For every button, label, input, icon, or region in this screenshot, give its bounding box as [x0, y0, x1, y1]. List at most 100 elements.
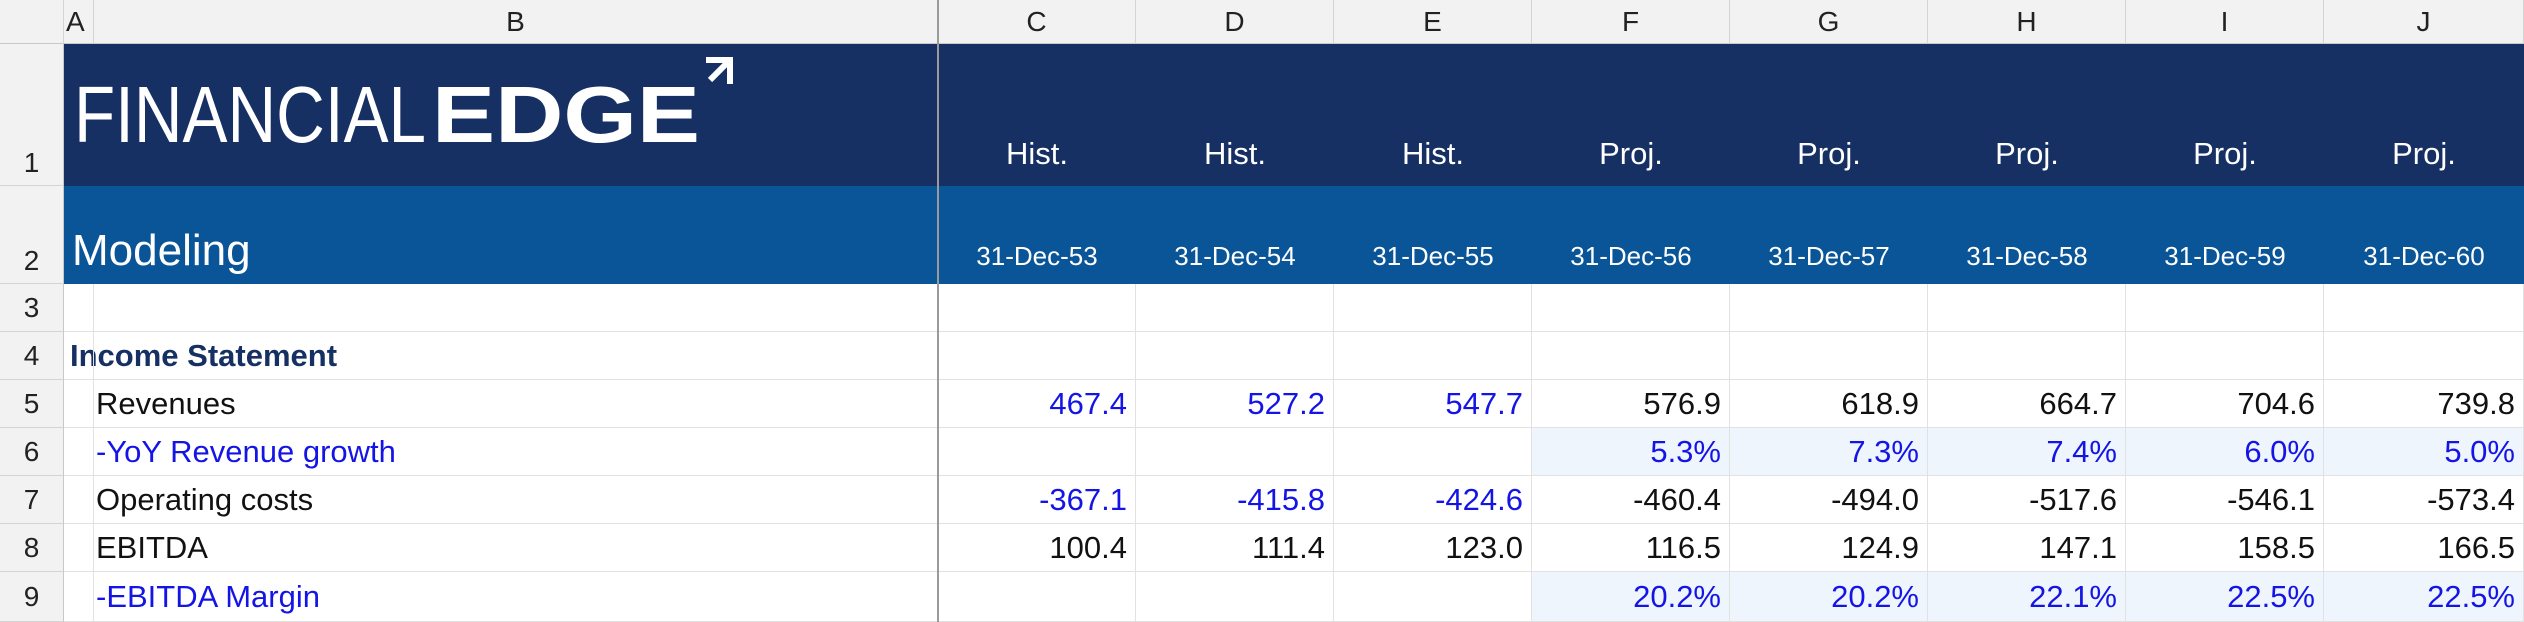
column-header-f[interactable]: F	[1532, 0, 1730, 44]
cell-i8[interactable]: 158.5	[2126, 524, 2324, 572]
row-header-6[interactable]: 6	[0, 428, 64, 476]
cell-h6[interactable]: 7.4%	[1928, 428, 2126, 476]
cell-h7[interactable]: -517.6	[1928, 476, 2126, 524]
cell-g8[interactable]: 124.9	[1730, 524, 1928, 572]
cell-d7[interactable]: -415.8	[1136, 476, 1334, 524]
column-header-a[interactable]: A	[64, 0, 94, 44]
cell-f5[interactable]: 576.9	[1532, 380, 1730, 428]
cell-d3[interactable]	[1136, 284, 1334, 332]
row-header-4[interactable]: 4	[0, 332, 64, 380]
period-date-h: 31-Dec-58	[1966, 241, 2088, 271]
cell-f3[interactable]	[1532, 284, 1730, 332]
cell-i7[interactable]: -546.1	[2126, 476, 2324, 524]
row-header-8[interactable]: 8	[0, 524, 64, 572]
financial-edge-logo: FINANCIAL EDGE	[74, 56, 734, 159]
section-title-income-statement[interactable]: Income Statement	[64, 332, 938, 380]
line-item-label-yoy-revenue-growth[interactable]: -YoY Revenue growth	[64, 428, 938, 476]
column-header-d[interactable]: D	[1136, 0, 1334, 44]
column-header-e[interactable]: E	[1334, 0, 1532, 44]
cell-i4[interactable]	[2126, 332, 2324, 380]
cell-d8[interactable]: 111.4	[1136, 524, 1334, 572]
row-header-9[interactable]: 9	[0, 572, 64, 622]
cell-e5[interactable]: 547.7	[1334, 380, 1532, 428]
freeze-pane-divider	[937, 0, 939, 622]
cell-c3[interactable]	[938, 284, 1136, 332]
cell-d5[interactable]: 527.2	[1136, 380, 1334, 428]
cell-f9[interactable]: 20.2%	[1532, 572, 1730, 622]
cell-j3[interactable]	[2324, 284, 2524, 332]
column-header-c[interactable]: C	[938, 0, 1136, 44]
cell-i9[interactable]: 22.5%	[2126, 572, 2324, 622]
cell-g6[interactable]: 7.3%	[1730, 428, 1928, 476]
cell-f7[interactable]: -460.4	[1532, 476, 1730, 524]
column-header-i[interactable]: I	[2126, 0, 2324, 44]
cell-h5[interactable]: 664.7	[1928, 380, 2126, 428]
cell-f8[interactable]: 116.5	[1532, 524, 1730, 572]
logo-word-bold: EDGE	[432, 70, 700, 148]
cell-e9[interactable]	[1334, 572, 1532, 622]
cell-c9[interactable]	[938, 572, 1136, 622]
period-date-e: 31-Dec-55	[1372, 241, 1494, 271]
cell-j5[interactable]: 739.8	[2324, 380, 2524, 428]
cell-i5[interactable]: 704.6	[2126, 380, 2324, 428]
line-item-label-operating-costs[interactable]: Operating costs	[64, 476, 938, 524]
cell-f6[interactable]: 5.3%	[1532, 428, 1730, 476]
cell-h8[interactable]: 147.1	[1928, 524, 2126, 572]
cell-i3[interactable]	[2126, 284, 2324, 332]
cell-h3[interactable]	[1928, 284, 2126, 332]
line-item-label-revenues[interactable]: Revenues	[64, 380, 938, 428]
row-3-label-cell[interactable]	[64, 284, 938, 332]
period-type-d: Hist.	[1204, 136, 1266, 171]
header-band-dark	[64, 44, 2524, 186]
period-date-g: 31-Dec-57	[1768, 241, 1890, 271]
cell-g3[interactable]	[1730, 284, 1928, 332]
cell-e8[interactable]: 123.0	[1334, 524, 1532, 572]
line-item-label-ebitda[interactable]: EBITDA	[64, 524, 938, 572]
cell-c7[interactable]: -367.1	[938, 476, 1136, 524]
cell-c5[interactable]: 467.4	[938, 380, 1136, 428]
cell-j7[interactable]: -573.4	[2324, 476, 2524, 524]
cell-c4[interactable]	[938, 332, 1136, 380]
logo-graphic: FINANCIAL EDGE	[74, 57, 733, 159]
cell-g9[interactable]: 20.2%	[1730, 572, 1928, 622]
select-all-corner[interactable]	[0, 0, 64, 44]
column-header-g[interactable]: G	[1730, 0, 1928, 44]
row-header-3[interactable]: 3	[0, 284, 64, 332]
row-header-1[interactable]: 1	[0, 44, 64, 186]
period-type-j: Proj.	[2392, 136, 2456, 171]
cell-e6[interactable]	[1334, 428, 1532, 476]
cell-g4[interactable]	[1730, 332, 1928, 380]
cell-i6[interactable]: 6.0%	[2126, 428, 2324, 476]
cell-j6[interactable]: 5.0%	[2324, 428, 2524, 476]
cell-e3[interactable]	[1334, 284, 1532, 332]
cell-h9[interactable]: 22.1%	[1928, 572, 2126, 622]
cell-c8[interactable]: 100.4	[938, 524, 1136, 572]
cell-e7[interactable]: -424.6	[1334, 476, 1532, 524]
column-header-j[interactable]: J	[2324, 0, 2524, 44]
cell-j9[interactable]: 22.5%	[2324, 572, 2524, 622]
row-header-5[interactable]: 5	[0, 380, 64, 428]
column-a-gridline	[93, 284, 94, 622]
cell-e4[interactable]	[1334, 332, 1532, 380]
cell-f4[interactable]	[1532, 332, 1730, 380]
row-header-7[interactable]: 7	[0, 476, 64, 524]
cell-h4[interactable]	[1928, 332, 2126, 380]
period-type-g: Proj.	[1797, 136, 1861, 171]
cell-d9[interactable]	[1136, 572, 1334, 622]
cell-j8[interactable]: 166.5	[2324, 524, 2524, 572]
column-header-b[interactable]: B	[94, 0, 938, 44]
cell-g7[interactable]: -494.0	[1730, 476, 1928, 524]
period-type-e: Hist.	[1402, 136, 1464, 171]
cell-d6[interactable]	[1136, 428, 1334, 476]
column-header-h[interactable]: H	[1928, 0, 2126, 44]
period-date-d: 31-Dec-54	[1174, 241, 1296, 271]
line-item-label-ebitda-margin[interactable]: -EBITDA Margin	[64, 572, 938, 622]
row-header-2[interactable]: 2	[0, 186, 64, 284]
cell-g5[interactable]: 618.9	[1730, 380, 1928, 428]
cell-j4[interactable]	[2324, 332, 2524, 380]
period-date-i: 31-Dec-59	[2164, 241, 2286, 271]
cell-c6[interactable]	[938, 428, 1136, 476]
cell-d4[interactable]	[1136, 332, 1334, 380]
period-date-j: 31-Dec-60	[2363, 241, 2485, 271]
